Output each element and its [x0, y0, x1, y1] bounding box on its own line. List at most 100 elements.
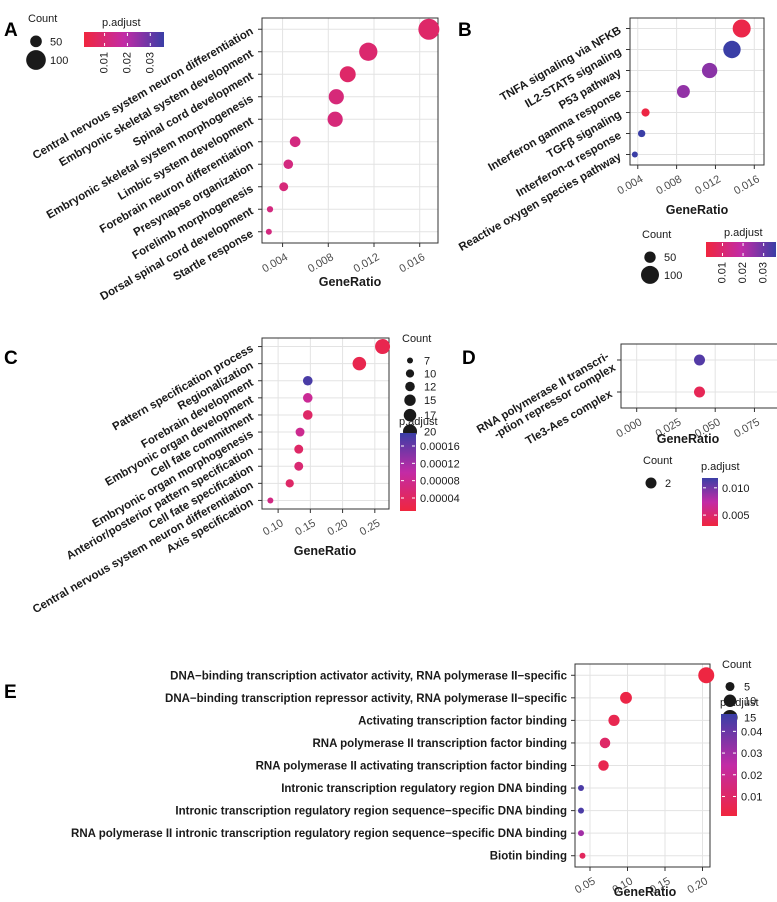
- x-tick-label: 0.05: [573, 875, 598, 896]
- panel-e: E DNA−binding transcription activator act…: [4, 659, 762, 899]
- size-legend-label: 10: [424, 369, 436, 381]
- panel-label: D: [462, 348, 476, 369]
- size-legend-title: Count: [28, 13, 57, 25]
- size-legend-label: 15: [744, 712, 756, 724]
- data-point: [676, 85, 690, 98]
- data-point: [578, 785, 584, 792]
- color-bar-label: 0.03: [741, 748, 762, 760]
- x-axis-title: GeneRatio: [294, 544, 357, 558]
- color-bar-label: 0.00008: [420, 476, 460, 488]
- x-tick-label: 0.10: [261, 517, 286, 538]
- size-legend-label: 100: [664, 270, 682, 282]
- size-legend-label: 15: [424, 395, 436, 407]
- color-legend: p.adjust 0.00004 0.00008 0.00012 0.00016: [399, 416, 460, 511]
- size-legend-label: 10: [744, 696, 756, 708]
- data-point: [732, 19, 751, 38]
- x-tick-label: 0.004: [615, 173, 645, 197]
- data-point: [608, 714, 620, 726]
- color-legend: p.adjust 0.01 0.02 0.03: [706, 227, 776, 283]
- category-label: Biotin binding: [490, 851, 567, 863]
- color-bar-label: 0.00012: [420, 458, 460, 470]
- size-legend-label: 20: [424, 426, 436, 438]
- data-point: [578, 807, 584, 814]
- data-point: [279, 182, 289, 192]
- color-bar-label: 0.00004: [420, 493, 460, 505]
- data-point: [283, 159, 294, 170]
- data-point: [599, 737, 611, 749]
- data-point: [294, 444, 304, 454]
- data-point: [694, 354, 705, 366]
- category-label: RNA polymerase II transcription factor b…: [312, 738, 567, 750]
- x-tick-label: 0.012: [352, 251, 382, 275]
- x-tick-label: 0.004: [260, 251, 290, 275]
- x-tick-label: 0.075: [732, 416, 762, 440]
- data-point: [375, 339, 391, 355]
- data-point: [328, 89, 344, 105]
- color-legend-title: p.adjust: [701, 461, 740, 473]
- color-legend-title: p.adjust: [399, 416, 438, 428]
- x-tick-label: 0.20: [685, 875, 710, 896]
- size-legend-dot: [723, 694, 737, 707]
- category-label: Reactive oxygen species pathway: [457, 150, 624, 253]
- size-legend-dot: [26, 50, 46, 70]
- data-point: [578, 830, 584, 837]
- data-point: [694, 386, 705, 398]
- color-bar-label: 0.005: [722, 510, 750, 522]
- size-legend-dot: [407, 357, 413, 364]
- size-legend-label: 100: [50, 55, 68, 67]
- panel-a: A Central nervous system neuron different…: [4, 13, 440, 303]
- size-legend-label: 17: [424, 410, 436, 422]
- color-legend-title: p.adjust: [102, 17, 141, 29]
- x-tick-label: 0.20: [326, 517, 351, 538]
- x-tick-label: 0.016: [732, 173, 762, 197]
- data-point: [289, 136, 301, 148]
- size-legend: Count 2: [643, 455, 672, 490]
- color-bar-label: 0.00016: [420, 441, 460, 453]
- color-bar-label: 0.03: [758, 262, 770, 283]
- x-tick-label: 0.25: [358, 517, 383, 538]
- size-legend-dot: [30, 35, 42, 48]
- color-bar: [721, 714, 737, 816]
- size-legend-dot: [403, 408, 417, 422]
- data-point: [637, 129, 646, 138]
- data-point: [598, 760, 609, 771]
- plot-frame: [261, 337, 390, 510]
- color-bar: [400, 433, 416, 511]
- category-label: RNA polymerase II intronic transcription…: [71, 828, 567, 840]
- color-bar-label: 0.04: [741, 726, 762, 738]
- size-legend-dot: [725, 681, 735, 692]
- size-legend: Count 50 100: [26, 13, 68, 70]
- data-point: [723, 40, 741, 59]
- panel-label: C: [4, 348, 18, 369]
- panel-d: D RNA polymerase II transcri--ption repre…: [462, 343, 777, 526]
- color-bar-label: 0.01: [716, 262, 728, 283]
- panel-label: B: [458, 20, 472, 41]
- size-legend: Count 50 100: [641, 229, 682, 284]
- size-legend-dot: [641, 265, 659, 284]
- size-legend-title: Count: [722, 659, 751, 671]
- plot-frame: [620, 343, 777, 409]
- size-legend-label: 50: [664, 252, 676, 264]
- panel-c: C Pattern specification processRegionaliz…: [4, 333, 460, 616]
- category-label: Activating transcription factor binding: [358, 715, 567, 727]
- data-point: [267, 497, 274, 504]
- color-bar: [706, 242, 776, 257]
- color-bar-label: 0.01: [99, 52, 111, 73]
- color-legend: p.adjust 0.01 0.02 0.03 0.04: [720, 697, 762, 816]
- data-point: [285, 479, 294, 488]
- category-label-line: RNA polymerase II transcri-: [475, 350, 611, 436]
- color-bar-label: 0.02: [741, 770, 762, 782]
- size-legend-dot: [644, 251, 656, 263]
- x-tick-label: 0.15: [293, 517, 318, 538]
- color-legend-title: p.adjust: [720, 697, 759, 709]
- data-point: [266, 206, 274, 213]
- size-legend-label: 5: [744, 682, 750, 694]
- size-legend-dot: [404, 394, 416, 406]
- category-label: DNA−binding transcription repressor acti…: [165, 693, 568, 705]
- color-bar: [84, 32, 164, 47]
- data-point: [302, 410, 313, 420]
- data-point: [265, 228, 272, 235]
- size-legend-title: Count: [402, 333, 431, 345]
- x-tick-label: 0.016: [397, 251, 427, 275]
